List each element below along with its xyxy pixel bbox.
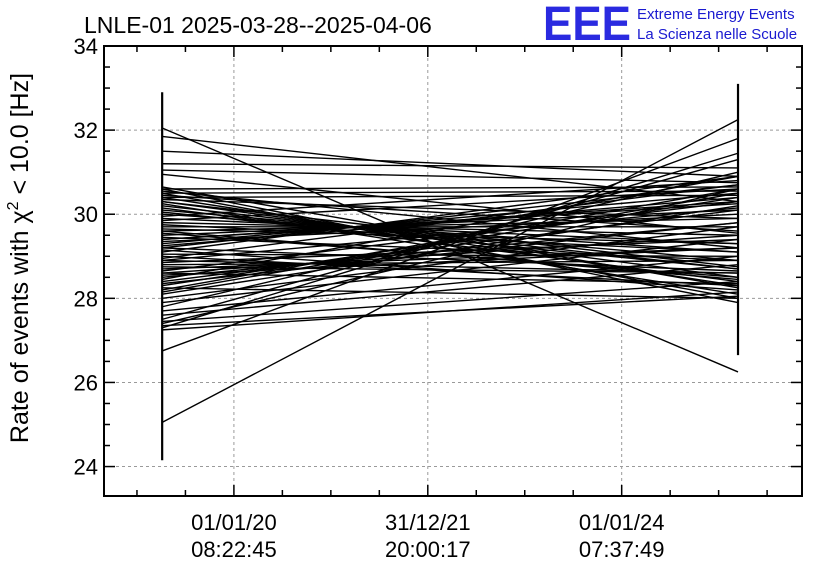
rate-segment-31 xyxy=(162,209,739,283)
rate-segment-77 xyxy=(162,169,739,184)
y-axis-label-main: Rate of events with χ xyxy=(6,210,34,443)
y-axis-label: Rate of events with χ2 < 10.0 [Hz] xyxy=(5,73,34,443)
rate-segment-66 xyxy=(162,186,739,190)
rate-segment-3 xyxy=(162,135,739,203)
x-tick-label-date-0: 01/01/20 xyxy=(191,510,277,535)
y-tick-label-26: 26 xyxy=(74,370,98,395)
rate-segment-34 xyxy=(162,205,739,295)
rate-segment-63 xyxy=(162,287,739,300)
x-tick-label-time-1: 20:00:17 xyxy=(385,537,471,562)
rate-segment-60 xyxy=(162,247,739,276)
rate-segment-41 xyxy=(162,194,739,232)
rate-segment-62 xyxy=(162,221,739,285)
y-tick-label-34: 34 xyxy=(74,34,98,59)
x-tick-label-date-2: 01/01/24 xyxy=(579,510,665,535)
rate-segment-70 xyxy=(162,230,739,281)
error-bars xyxy=(161,83,740,461)
plot-frame xyxy=(103,45,803,497)
rate-segment-46 xyxy=(162,179,739,218)
rate-segment-36 xyxy=(162,238,739,304)
rate-segment-45 xyxy=(162,211,739,270)
x-tick-label-time-0: 08:22:45 xyxy=(191,537,277,562)
y-tick-labels: 24 26 28 30 32 34 xyxy=(74,34,98,480)
rate-segment-61 xyxy=(162,175,739,281)
eee-logo: EEE Extreme Energy Events La Scienza nel… xyxy=(543,0,797,51)
rate-segment-68 xyxy=(162,194,739,199)
eee-logo-line2: La Scienza nelle Scuole xyxy=(637,26,797,43)
rate-segment-79 xyxy=(162,291,739,331)
rate-segment-67 xyxy=(162,190,739,194)
rate-segment-28 xyxy=(162,247,739,270)
rate-segment-74 xyxy=(162,272,739,285)
rate-segment-75 xyxy=(162,163,739,169)
x-tick-label-date-1: 31/12/21 xyxy=(385,510,471,535)
y-tick-label-30: 30 xyxy=(74,202,98,227)
rate-segment-73 xyxy=(162,207,739,262)
rate-segment-38 xyxy=(162,263,739,316)
chart-title: LNLE-01 2025-03-28--2025-04-06 xyxy=(84,12,432,38)
eee-logo-line1: Extreme Energy Events xyxy=(637,6,795,23)
y-axis-label-superscript: 2 xyxy=(5,201,22,210)
y-tick-label-28: 28 xyxy=(74,286,98,311)
svg-text:Rate of events with χ2 < 10.0: Rate of events with χ2 < 10.0 [Hz] xyxy=(5,73,34,443)
rate-segment-39 xyxy=(162,280,739,323)
y-tick-label-32: 32 xyxy=(74,118,98,143)
data-series xyxy=(161,118,739,424)
y-axis-label-tail: < 10.0 [Hz] xyxy=(6,73,34,202)
axis-ticks xyxy=(104,45,802,496)
rate-segment-48 xyxy=(162,224,739,253)
rate-segment-71 xyxy=(162,203,739,241)
y-tick-label-24: 24 xyxy=(74,455,98,480)
rate-segment-37 xyxy=(162,255,739,312)
rate-segment-76 xyxy=(162,173,739,234)
x-tick-label-time-2: 07:37:49 xyxy=(579,537,665,562)
rate-segment-22 xyxy=(162,192,739,245)
rate-segment-4 xyxy=(162,150,739,178)
rate-segment-42 xyxy=(162,198,739,220)
eee-logo-mark: EEE xyxy=(543,0,631,51)
rate-segment-59 xyxy=(162,200,739,272)
